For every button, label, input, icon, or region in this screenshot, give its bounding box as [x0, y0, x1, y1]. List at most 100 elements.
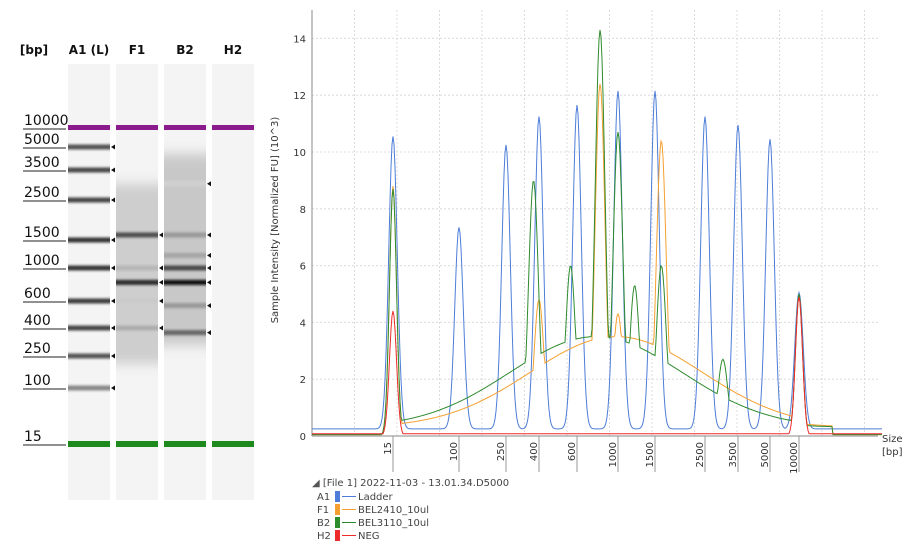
lower-marker-band: [164, 441, 206, 447]
x-tick-label: 3500: [728, 442, 739, 467]
gel-band: [68, 385, 110, 391]
gel-band: [116, 298, 158, 304]
legend-item[interactable]: F1 BEL2410_10ul: [317, 504, 429, 516]
upper-marker-band: [68, 125, 110, 130]
y-axis-label: Sample Intensity [Normalized FU] (10^3): [270, 117, 281, 324]
gel-band: [68, 144, 110, 150]
gel-band: [68, 353, 110, 359]
gel-band: [164, 265, 206, 271]
band-marker-icon: [159, 279, 163, 285]
electropherogram: 0 2 4 6 8 10 12 14 Sample Intensity [Normalized…: [270, 10, 903, 474]
gel-band: [68, 167, 110, 173]
legend-swatch: [335, 504, 340, 515]
band-marker-icon: [207, 303, 211, 309]
gel-band: [116, 279, 158, 285]
legend-code: B2: [317, 518, 331, 529]
ladder-label: 3500: [24, 155, 60, 171]
legend-name: BEL2410_10ul: [358, 505, 430, 516]
upper-marker-band: [116, 125, 158, 130]
x-tick-label: 400: [529, 442, 540, 461]
band-marker-icon: [111, 197, 115, 203]
lower-marker-band: [116, 441, 158, 447]
x-tick-label: 1500: [645, 442, 656, 467]
y-tick-label: 12: [293, 91, 306, 102]
x-tick-label: 1000: [608, 442, 619, 467]
legend-line: [342, 522, 356, 523]
lane-label: H2: [224, 43, 242, 57]
x-tick-label: 100: [449, 442, 460, 461]
y-tick-label: 4: [300, 318, 306, 329]
legend-file[interactable]: ◢ [File 1] 2022-11-03 - 13.01.34.D5000: [312, 478, 509, 489]
series-line-f1: [312, 83, 882, 436]
ladder-label: 15: [24, 429, 42, 445]
band-marker-icon: [111, 237, 115, 243]
gel-unit-label: [bp]: [20, 43, 48, 57]
y-tick-label: 2: [300, 375, 306, 386]
x-tick-label: 15: [383, 442, 394, 455]
legend-swatch: [335, 530, 340, 541]
legend-name: Ladder: [358, 492, 393, 503]
lane-background: [68, 64, 110, 500]
band-marker-icon: [111, 144, 115, 150]
lane-background: [212, 64, 254, 500]
x-tick-label: 600: [567, 442, 578, 461]
x-tick-label: 5000: [760, 442, 771, 467]
legend-item[interactable]: A1 Ladder: [317, 491, 393, 503]
ladder-label: 400: [24, 313, 51, 329]
ladder-label: 600: [24, 286, 51, 302]
gel-band: [164, 330, 206, 336]
band-marker-icon: [207, 232, 211, 238]
gel-band: [164, 181, 206, 187]
gel-lane: [212, 64, 254, 500]
gel-band: [164, 279, 206, 285]
band-marker-icon: [207, 330, 211, 336]
band-marker-icon: [111, 325, 115, 331]
legend-swatch: [335, 491, 340, 502]
upper-marker-band: [164, 125, 206, 130]
gel-band: [164, 252, 206, 258]
gel-band: [68, 197, 110, 203]
x-tick-label: 2500: [695, 442, 706, 467]
x-axis-label: Size [bp]: [882, 434, 903, 458]
legend-code: H2: [317, 531, 331, 542]
x-tick-label: 10000: [789, 442, 800, 474]
band-marker-icon: [207, 252, 211, 258]
band-marker-icon: [111, 265, 115, 271]
ladder-label: 1500: [24, 225, 60, 241]
band-marker-icon: [159, 265, 163, 271]
legend: ◢ [File 1] 2022-11-03 - 13.01.34.D5000 A…: [312, 478, 612, 550]
legend-code: A1: [317, 492, 331, 503]
gel-band: [68, 325, 110, 331]
band-marker-icon: [111, 385, 115, 391]
legend-item[interactable]: B2 BEL3110_10ul: [317, 517, 429, 529]
band-marker-icon: [159, 232, 163, 238]
lower-marker-band: [212, 441, 254, 447]
band-marker-icon: [111, 353, 115, 359]
band-marker-icon: [159, 325, 163, 331]
legend-line: [342, 509, 356, 510]
band-marker-icon: [111, 167, 115, 173]
lower-marker-band: [68, 441, 110, 447]
collapse-arrow-icon[interactable]: ◢: [312, 478, 320, 489]
lane-label: B2: [176, 43, 194, 57]
y-tick-label: 6: [300, 262, 306, 273]
legend-item[interactable]: H2 NEG: [317, 530, 380, 542]
y-tick-label: 0: [300, 432, 306, 443]
legend-file-label: [File 1] 2022-11-03 - 13.01.34.D5000: [322, 478, 510, 489]
gel-band: [68, 298, 110, 304]
lane-label: F1: [129, 43, 146, 57]
gel-band: [164, 303, 206, 309]
series-line-b2: [312, 29, 882, 436]
gel-band: [68, 265, 110, 271]
band-marker-icon: [207, 181, 211, 187]
ladder-label: 1000: [24, 253, 60, 269]
gel-band: [116, 232, 158, 238]
legend-line: [342, 496, 356, 497]
band-marker-icon: [111, 298, 115, 304]
gel-smear: [116, 183, 158, 364]
lane-label: A1 (L): [69, 43, 109, 57]
band-marker-icon: [207, 265, 211, 271]
legend-line: [342, 535, 356, 536]
y-tick-label: 10: [293, 148, 306, 159]
ladder-label: 250: [24, 341, 51, 357]
